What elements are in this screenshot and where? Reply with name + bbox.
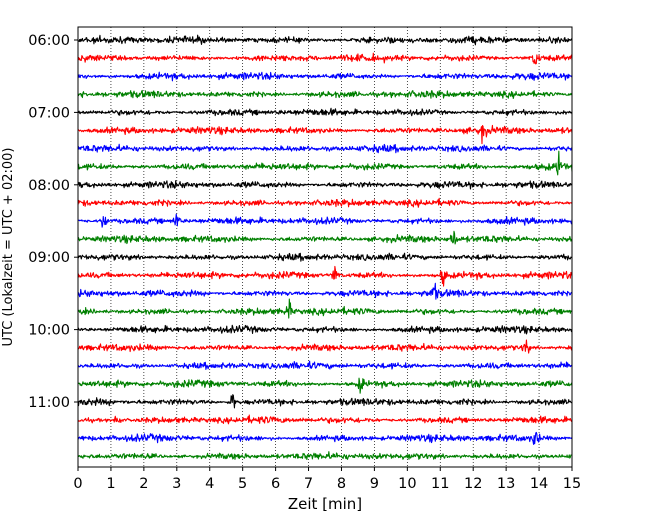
x-ticks: 0 1 2 3 4 5 6 7 8 9 10 11 12 13 14 15	[73, 467, 581, 492]
seismic-trace	[77, 339, 573, 354]
x-tick-label: 13	[497, 476, 515, 492]
seismic-trace	[77, 324, 573, 335]
seismic-trace	[77, 252, 573, 262]
seismic-trace	[77, 34, 573, 46]
x-tick-label: 14	[530, 476, 548, 492]
x-tick-label: 6	[271, 476, 280, 492]
seismic-trace	[77, 298, 573, 319]
seismic-trace	[77, 282, 573, 300]
y-tick-label: 10:00	[28, 323, 70, 339]
y-tick-label: 09:00	[28, 250, 70, 266]
y-axis-label: UTC (Lokalzeit = UTC + 02:00)	[1, 148, 16, 347]
seismic-trace	[77, 197, 573, 208]
seismic-trace	[77, 230, 573, 245]
seismic-trace	[77, 213, 573, 228]
seismic-trace	[77, 89, 573, 100]
x-tick-label: 0	[73, 476, 82, 492]
trace-layer	[77, 34, 573, 461]
y-tick-label: 08:00	[28, 178, 70, 194]
seismic-trace	[77, 52, 573, 65]
seismic-trace	[77, 180, 573, 190]
seismic-trace	[77, 414, 573, 425]
x-axis-label: Zeit [min]	[288, 495, 362, 513]
y-ticks: 06:00 07:00 08:00 09:00 10:00 11:00	[28, 33, 78, 411]
x-tick-label: 4	[205, 476, 214, 492]
seismic-trace	[77, 431, 573, 445]
seismic-trace	[77, 107, 573, 117]
seismic-trace	[77, 451, 573, 461]
grid-layer	[110, 27, 540, 467]
x-tick-label: 7	[304, 476, 313, 492]
x-tick-label: 3	[172, 476, 181, 492]
x-tick-label: 2	[139, 476, 148, 492]
x-tick-label: 9	[370, 476, 379, 492]
x-tick-label: 8	[337, 476, 346, 492]
x-tick-label: 11	[431, 476, 449, 492]
seismic-trace	[77, 143, 573, 154]
plot-frame	[77, 26, 573, 468]
x-tick-label: 10	[398, 476, 416, 492]
seismic-trace	[77, 360, 573, 370]
y-tick-label: 06:00	[28, 33, 70, 49]
seismic-trace	[77, 377, 573, 394]
x-tick-label: 1	[106, 476, 115, 492]
y-tick-label: 07:00	[28, 105, 70, 121]
x-tick-label: 5	[238, 476, 247, 492]
seismic-trace	[77, 265, 573, 287]
x-tick-label: 12	[464, 476, 482, 492]
seismic-trace	[77, 71, 573, 82]
seismic-trace	[77, 394, 573, 409]
seismic-trace	[77, 124, 573, 145]
seismic-trace	[77, 150, 573, 176]
y-tick-label: 11:00	[28, 395, 70, 411]
x-tick-label: 15	[563, 476, 581, 492]
